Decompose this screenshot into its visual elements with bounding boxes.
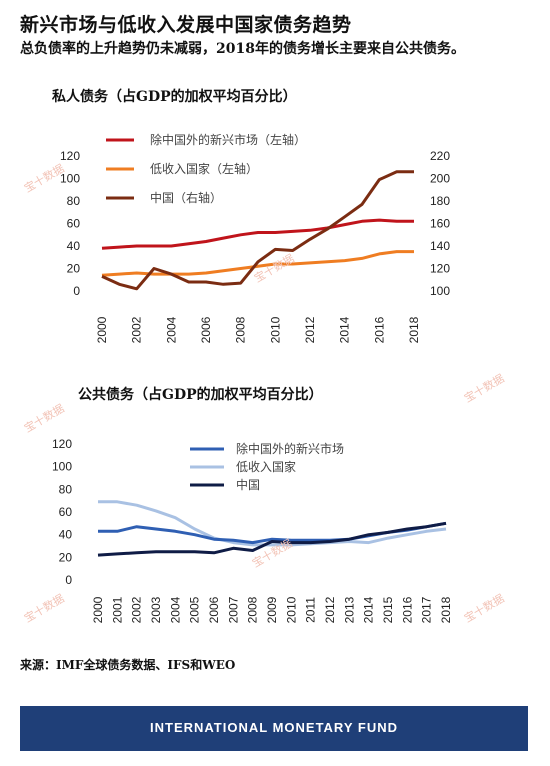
x-axis-ticks: 2000 2002 2004 2006 2008 2010 2012 2014 2016 2018 [95, 316, 421, 343]
right-axis-ticks: 100 120 140 160 180 200 220 [430, 149, 450, 298]
y-tick-label-right: 160 [430, 217, 450, 231]
y-tick-label-right: 120 [430, 262, 450, 276]
x-tick-label: 2016 [372, 316, 386, 343]
x-tick-label: 2009 [265, 596, 279, 623]
y-tick-label-right: 220 [430, 149, 450, 163]
series-line-0 [101, 218, 414, 250]
y-tick-label-left: 80 [67, 194, 81, 208]
y-tick-label-right: 180 [430, 194, 450, 208]
x-tick-label: 2016 [400, 596, 414, 623]
x-tick-label: 2006 [207, 596, 221, 623]
x-tick-label: 2007 [226, 596, 240, 623]
footer-bar: INTERNATIONAL MONETARY FUND [20, 706, 528, 751]
y-tick-label: 0 [65, 573, 72, 587]
y-axis-ticks: 0 20 40 60 80 100 120 [52, 437, 72, 587]
y-tick-label: 60 [59, 505, 73, 519]
y-tick-label-left: 20 [67, 262, 81, 276]
page-subtitle: 总负债率的上升趋势仍未减弱，2018年的债务增长主要来自公共债务。 [20, 41, 465, 57]
y-tick-label: 100 [52, 460, 72, 474]
x-tick-label: 2010 [268, 316, 282, 343]
legend-label-0: 除中国外的新兴市场（左轴） [150, 132, 306, 147]
x-tick-label: 2011 [304, 597, 318, 623]
series-line-0 [98, 521, 447, 545]
x-tick-label: 2014 [338, 316, 352, 343]
legend-label-1: 低收入国家（左轴） [150, 161, 258, 176]
series-line-2 [101, 170, 414, 291]
x-tick-label: 2000 [95, 316, 109, 343]
x-tick-label: 2001 [110, 596, 124, 623]
legend-label-1: 低收入国家 [236, 459, 296, 474]
footer-label: INTERNATIONAL MONETARY FUND [150, 720, 398, 735]
source-note: 来源：IMF全球债务数据、IFS和WEO [20, 658, 236, 672]
y-tick-label-left: 60 [67, 217, 81, 231]
x-tick-label: 2008 [234, 316, 248, 343]
x-tick-label: 2018 [407, 316, 421, 343]
series-line-1 [98, 500, 447, 547]
chart2-title: 公共债务（占GDP的加权平均百分比） [78, 387, 323, 403]
y-tick-label-left: 100 [60, 172, 80, 186]
x-tick-label: 2018 [439, 596, 453, 623]
y-tick-label-left: 120 [60, 149, 80, 163]
y-tick-label-left: 40 [67, 239, 81, 253]
watermark-text: 宝十数据 [461, 371, 507, 406]
x-tick-label: 2017 [420, 596, 434, 623]
x-tick-label: 2010 [284, 596, 298, 623]
series-line-2 [97, 521, 447, 557]
legend-label-2: 中国（右轴） [150, 190, 222, 205]
private-debt-chart: 0 20 40 60 80 100 120 100 120 140 160 180 200 220 2000… [60, 132, 450, 343]
x-tick-label: 2015 [381, 596, 395, 623]
x-tick-label: 2014 [362, 596, 376, 623]
y-tick-label: 80 [59, 482, 73, 496]
x-tick-label: 2002 [130, 316, 144, 343]
x-tick-label: 2004 [164, 316, 178, 343]
y-tick-label-left: 0 [73, 284, 80, 298]
x-tick-label: 2005 [188, 596, 202, 623]
x-axis-ticks: 2000 2001 2002 2003 2004 2005 2006 2007 2008 2009… [91, 596, 453, 623]
y-tick-label: 40 [59, 528, 73, 542]
x-tick-label: 2003 [149, 596, 163, 623]
y-tick-label-right: 140 [430, 239, 450, 253]
series-line-1 [101, 250, 414, 277]
legend-label-0: 除中国外的新兴市场 [236, 441, 344, 456]
legend-label-2: 中国 [236, 477, 260, 492]
page-title: 新兴市场与低收入发展中国家债务趋势 [20, 14, 352, 36]
y-tick-label: 20 [59, 550, 73, 564]
x-tick-label: 2000 [91, 596, 105, 623]
x-tick-label: 2013 [342, 596, 356, 623]
x-tick-label: 2008 [246, 596, 260, 623]
left-axis-ticks: 0 20 40 60 80 100 120 [60, 149, 80, 298]
y-tick-label: 120 [52, 437, 72, 451]
y-tick-label-right: 100 [430, 284, 450, 298]
x-tick-label: 2012 [303, 316, 317, 343]
x-tick-label: 2004 [168, 596, 182, 623]
chart1-title: 私人债务（占GDP的加权平均百分比） [52, 89, 297, 105]
x-tick-label: 2006 [199, 316, 213, 343]
x-tick-label: 2012 [323, 596, 337, 623]
x-tick-label: 2002 [130, 596, 144, 623]
y-tick-label-right: 200 [430, 172, 450, 186]
